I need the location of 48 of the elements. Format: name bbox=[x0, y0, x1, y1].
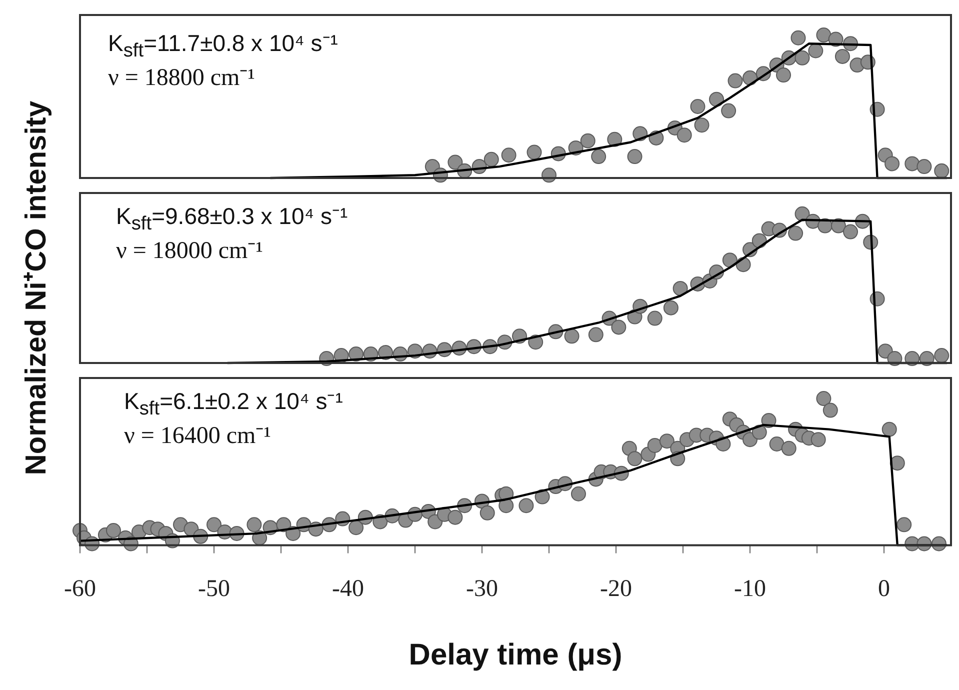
point bbox=[934, 163, 950, 178]
x-tick-label: -50 bbox=[198, 576, 230, 602]
point bbox=[916, 159, 932, 174]
annotation: ν = 16400 cm⁻¹ bbox=[124, 423, 271, 449]
point bbox=[790, 30, 806, 46]
point bbox=[843, 224, 858, 240]
point bbox=[647, 310, 662, 326]
point bbox=[834, 48, 850, 64]
point bbox=[934, 348, 950, 364]
x-tick-label: -40 bbox=[332, 576, 364, 602]
point bbox=[722, 252, 738, 268]
point bbox=[690, 99, 706, 114]
point bbox=[580, 133, 596, 148]
point bbox=[728, 73, 743, 88]
point bbox=[611, 320, 626, 335]
point bbox=[721, 103, 736, 118]
annotation: ν = 18800 cm⁻¹ bbox=[108, 65, 255, 91]
annotation: ν = 18000 cm⁻¹ bbox=[116, 238, 263, 264]
point bbox=[794, 50, 810, 66]
point bbox=[808, 43, 824, 58]
point bbox=[591, 149, 606, 164]
point bbox=[676, 128, 692, 143]
point bbox=[663, 300, 678, 316]
annotation: K$_{sft}$=6.1±0.2 x 10⁴ s⁻¹ bbox=[124, 388, 343, 420]
annotation: K$_{sft}$=11.7±0.8 x 10⁴ s⁻¹ bbox=[108, 30, 338, 62]
x-tick-label: -10 bbox=[734, 576, 766, 602]
point bbox=[672, 280, 688, 296]
x-tick-label: -20 bbox=[600, 576, 632, 602]
point bbox=[526, 144, 542, 160]
point bbox=[588, 327, 604, 342]
y-axis-title: Normalized Ni⁺CO intensity bbox=[20, 100, 54, 476]
x-tick-label: -30 bbox=[466, 576, 498, 602]
point bbox=[878, 344, 893, 359]
point bbox=[501, 148, 516, 163]
point bbox=[564, 328, 580, 344]
point bbox=[448, 154, 463, 170]
point bbox=[816, 28, 832, 43]
point bbox=[904, 156, 920, 172]
point bbox=[788, 226, 804, 241]
point bbox=[627, 149, 642, 164]
point bbox=[484, 152, 499, 167]
annotation: K$_{sft}$=9.68±0.3 x 10⁴ s⁻¹ bbox=[116, 203, 348, 235]
point bbox=[694, 118, 710, 133]
x-tick-label: -60 bbox=[64, 576, 96, 602]
point bbox=[884, 156, 900, 172]
x-axis-title: Delay time (μs) bbox=[408, 638, 622, 672]
point bbox=[776, 68, 791, 83]
x-tick-label: 0 bbox=[878, 576, 890, 602]
